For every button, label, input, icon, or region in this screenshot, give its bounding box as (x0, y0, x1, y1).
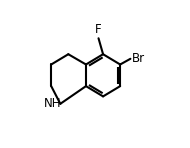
Text: F: F (95, 23, 102, 36)
Text: NH: NH (44, 97, 61, 110)
Text: Br: Br (131, 52, 145, 65)
